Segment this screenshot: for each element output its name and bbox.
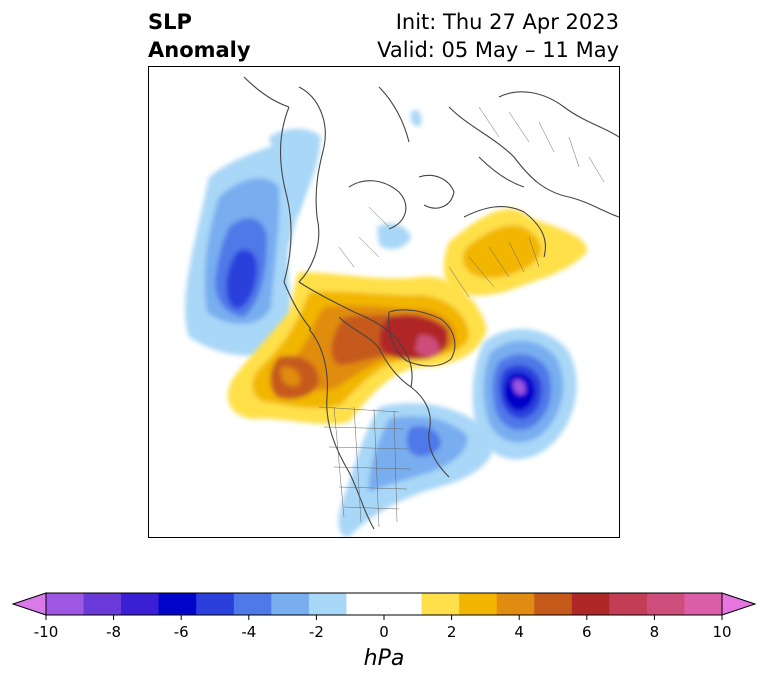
colorbar-bin (308, 593, 347, 615)
state-boundaries (318, 106, 605, 528)
positive-anomaly-canada-greenland (227, 272, 487, 425)
colorbar-bin (646, 593, 685, 615)
map-title: SLP Anomaly (148, 8, 251, 64)
colorbar-bin (271, 593, 310, 615)
colorbar-bin (121, 593, 160, 615)
colorbar-bin (684, 593, 723, 615)
date-info: Init: Thu 27 Apr 2023 Valid: 05 May – 11… (377, 8, 619, 64)
colorbar-bin (233, 593, 272, 615)
coastlines (243, 76, 619, 530)
colorbar-bin (158, 593, 197, 615)
colorbar-under-arrow (11, 592, 47, 616)
colorbar-tick-label: -10 (34, 623, 59, 641)
colorbar-tick-label: 6 (582, 623, 592, 641)
colorbar-bin (421, 593, 460, 615)
colorbar-bin (346, 593, 385, 615)
colorbar: -10 -8 -6 -4 -2 0 2 4 6 8 10 (11, 592, 757, 641)
colorbar-bin (534, 593, 573, 615)
colorbar-tick-label: -6 (174, 623, 189, 641)
colorbar-tick-label: 4 (514, 623, 524, 641)
colorbar-tick-label: 10 (712, 623, 731, 641)
negative-anomaly-eastern-us (338, 403, 494, 537)
title-line-2: Anomaly (148, 38, 251, 62)
colorbar-bin (46, 593, 85, 615)
colorbar-bin (571, 593, 610, 615)
valid-date-range: Valid: 05 May – 11 May (377, 38, 619, 62)
negative-anomaly-bering (269, 110, 422, 250)
colorbar-tick-label: -4 (241, 623, 256, 641)
colorbar-bin (83, 593, 122, 615)
colorbar-over-arrow (721, 592, 757, 616)
colorbar-bin (496, 593, 535, 615)
colorbar-bins (46, 593, 723, 615)
colorbar-ticks: -10 -8 -6 -4 -2 0 2 4 6 8 10 (34, 615, 732, 641)
colorbar-bin (459, 593, 498, 615)
colorbar-bin (384, 593, 423, 615)
colorbar-tick-label: -8 (106, 623, 121, 641)
colorbar-tick-label: 0 (379, 623, 389, 641)
colorbar-tick-label: 8 (650, 623, 660, 641)
colorbar-bin (609, 593, 648, 615)
anomaly-map (149, 67, 619, 537)
colorbar-units: hPa (363, 646, 405, 671)
positive-anomaly-europe (443, 208, 588, 296)
title-line-1: SLP (148, 10, 192, 34)
colorbar-tick-label: 2 (447, 623, 457, 641)
negative-anomaly-pacific (184, 137, 307, 356)
colorbar-tick-label: -2 (309, 623, 324, 641)
colorbar-bin (196, 593, 235, 615)
map-panel (148, 66, 620, 538)
init-date: Init: Thu 27 Apr 2023 (395, 10, 619, 34)
negative-anomaly-north-atlantic (472, 329, 577, 460)
